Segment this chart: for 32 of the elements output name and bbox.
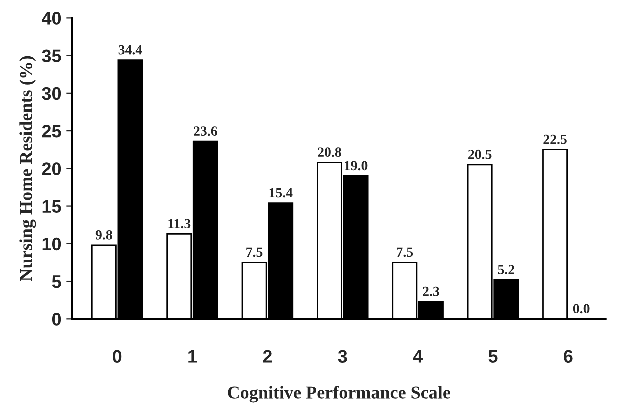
data-label: 20.5 <box>468 150 492 160</box>
y-tick-label: 0 <box>52 313 62 326</box>
y-tick-label: 30 <box>42 87 62 100</box>
data-label: 5.2 <box>498 265 514 274</box>
data-label: 19.0 <box>344 161 368 171</box>
data-label: 23.6 <box>194 126 218 136</box>
x-axis-title: Cognitive Performance Scale <box>228 386 450 403</box>
data-label: 2.3 <box>423 286 440 296</box>
data-label: 22.5 <box>544 134 567 144</box>
data-label: 15.4 <box>270 188 293 198</box>
data-label: 7.5 <box>246 248 263 258</box>
y-axis-title: Nursing Home Residents (%) <box>20 56 36 282</box>
data-label: 7.5 <box>397 248 414 258</box>
x-tick-label: 4 <box>413 350 423 363</box>
x-tick-label: 1 <box>188 350 198 363</box>
y-tick-label: 5 <box>52 276 62 288</box>
y-tick-label: 25 <box>42 124 62 138</box>
y-tick-label: 20 <box>42 162 62 176</box>
y-tick-label: 35 <box>42 50 62 63</box>
data-label: 34.4 <box>118 45 142 55</box>
x-tick-label: 2 <box>263 350 272 363</box>
y-tick-label: 10 <box>42 238 62 251</box>
x-tick-label: 5 <box>488 350 498 363</box>
y-tick-label: 15 <box>42 200 62 214</box>
x-tick-label: 3 <box>338 350 348 364</box>
data-label: 11.3 <box>168 219 191 229</box>
x-tick-label: 6 <box>564 350 573 363</box>
data-label: 0.0 <box>573 304 590 314</box>
data-label: 20.8 <box>318 148 342 158</box>
data-label: 9.8 <box>96 230 112 240</box>
x-tick-label: 0 <box>113 350 122 363</box>
y-tick-label: 40 <box>42 12 62 25</box>
